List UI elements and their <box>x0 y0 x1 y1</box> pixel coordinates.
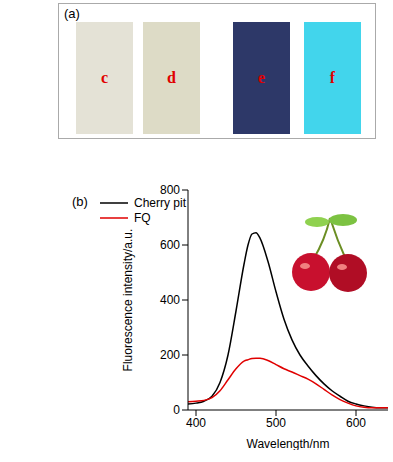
svg-text:600: 600 <box>346 416 366 430</box>
svg-text:600: 600 <box>160 238 180 252</box>
html-text:(a): (a) <box>64 6 80 21</box>
html-text:Cherry pit: Cherry pit <box>134 195 186 210</box>
html-text:e: e <box>257 69 265 86</box>
html-text:f: f <box>329 69 336 86</box>
svg-text:0: 0 <box>173 403 180 417</box>
html-text:(b): (b) <box>72 194 88 209</box>
html-text:FQ: FQ <box>134 210 151 225</box>
svg-text:Fluorescence intensity/a.u.: Fluorescence intensity/a.u. <box>121 229 135 372</box>
html-text:c: c <box>100 69 108 86</box>
svg-text:400: 400 <box>186 416 206 430</box>
svg-text:500: 500 <box>266 416 286 430</box>
html-text:d: d <box>167 69 176 86</box>
svg-text:800: 800 <box>160 183 180 197</box>
svg-text:400: 400 <box>160 293 180 307</box>
svg-text:Wavelength/nm: Wavelength/nm <box>247 437 330 450</box>
svg-text:200: 200 <box>160 348 180 362</box>
